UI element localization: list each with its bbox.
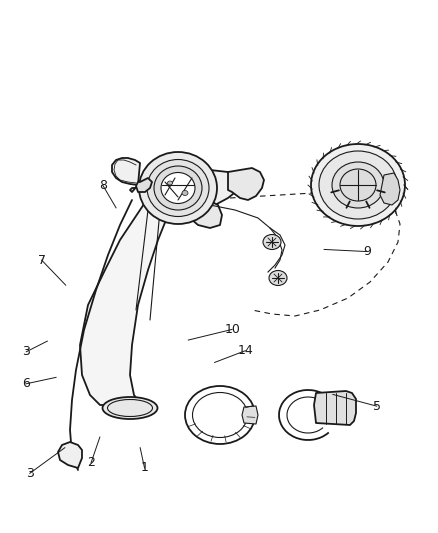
Polygon shape [58, 442, 82, 468]
Ellipse shape [147, 159, 209, 216]
Ellipse shape [139, 152, 217, 224]
Ellipse shape [319, 151, 397, 219]
Ellipse shape [161, 173, 195, 204]
Text: 10: 10 [224, 323, 240, 336]
Text: 14: 14 [237, 344, 253, 357]
Polygon shape [130, 168, 240, 205]
Polygon shape [112, 158, 140, 185]
Ellipse shape [154, 166, 202, 210]
Text: 2: 2 [87, 456, 95, 469]
Ellipse shape [182, 190, 188, 196]
Text: 5: 5 [373, 400, 381, 413]
Text: 6: 6 [22, 377, 30, 390]
Polygon shape [170, 168, 195, 185]
Polygon shape [242, 406, 258, 424]
Ellipse shape [263, 235, 281, 249]
Text: 8: 8 [99, 179, 107, 192]
Ellipse shape [340, 169, 376, 201]
Polygon shape [228, 168, 264, 200]
Ellipse shape [311, 144, 405, 226]
Ellipse shape [332, 162, 384, 208]
Polygon shape [314, 391, 356, 425]
Text: 3: 3 [22, 345, 30, 358]
Polygon shape [380, 173, 400, 205]
Text: 9: 9 [363, 245, 371, 258]
Polygon shape [136, 178, 152, 192]
Ellipse shape [167, 181, 173, 185]
Polygon shape [80, 195, 178, 405]
Text: 7: 7 [38, 254, 46, 266]
Text: 3: 3 [26, 467, 34, 480]
Text: 1: 1 [141, 462, 148, 474]
Polygon shape [190, 200, 222, 228]
Ellipse shape [102, 397, 158, 419]
Ellipse shape [269, 271, 287, 286]
